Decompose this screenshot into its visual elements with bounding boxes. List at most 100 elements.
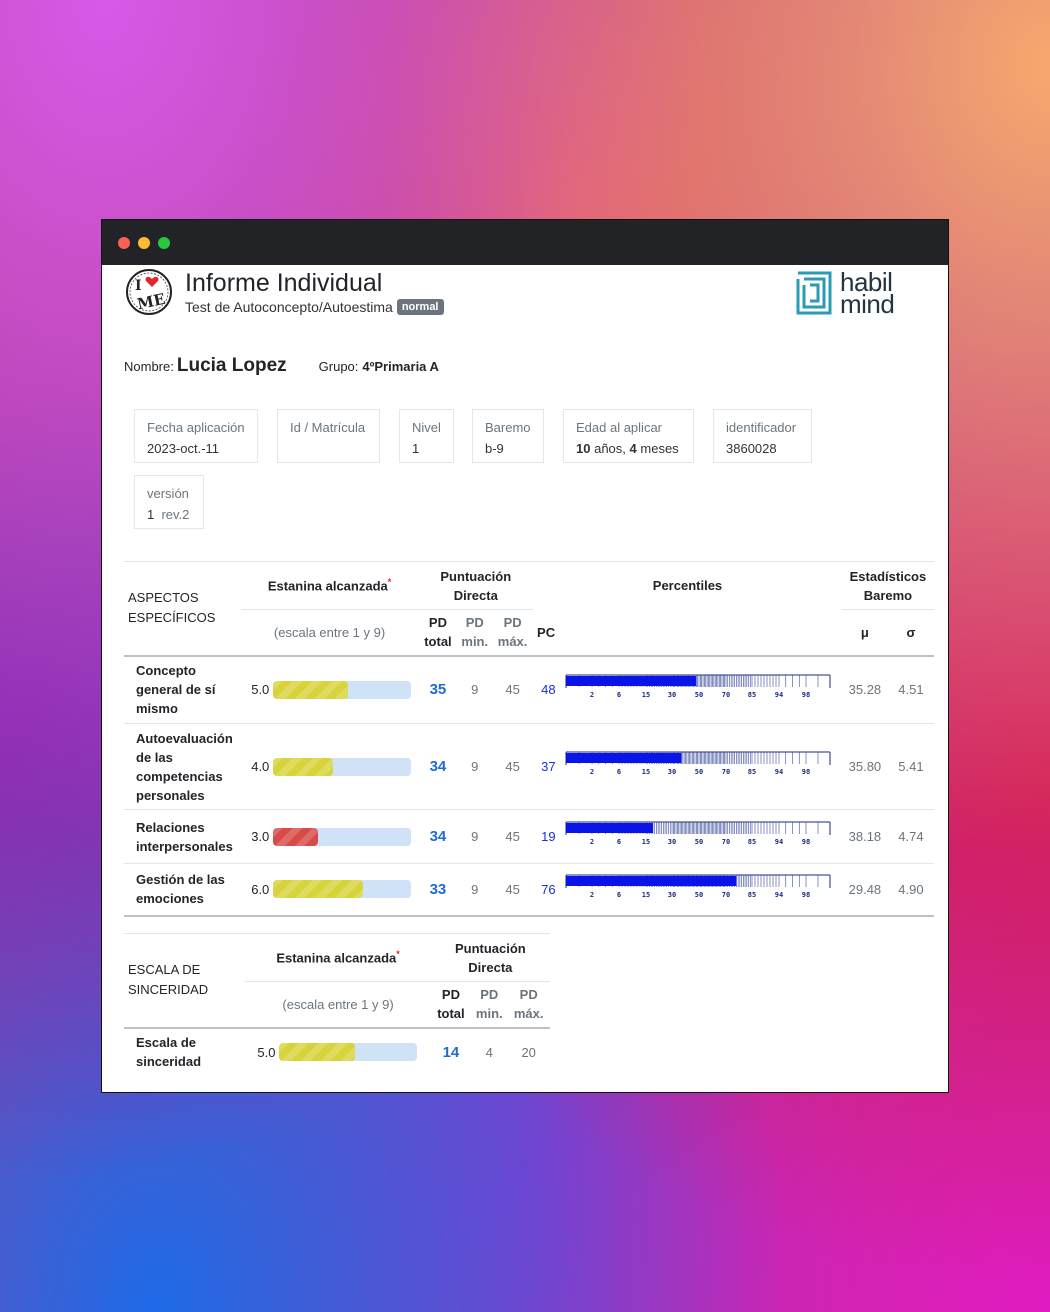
col-pd-min: PD min.	[475, 987, 503, 1022]
maximize-window-button[interactable]	[158, 236, 170, 249]
pd-total-value: 35	[418, 654, 458, 724]
col-stats-header: Estadísticos Baremo	[841, 561, 934, 610]
estanina-bar-fill	[279, 1043, 355, 1061]
close-window-button[interactable]	[118, 236, 130, 249]
page-title: Informe Individual	[185, 269, 383, 297]
estanina-bar	[273, 827, 412, 846]
col-estanina-sub: (escala entre 1 y 9)	[282, 996, 394, 1012]
habilmind-logo: habil mind	[796, 269, 895, 319]
col-estanina-header: Estanina alcanzada*	[240, 561, 419, 610]
card-nivel: Nivel 1	[399, 409, 454, 463]
col-estanina-sub: (escala entre 1 y 9)	[273, 624, 386, 640]
percentile-tick-label: 2	[590, 691, 594, 699]
estanina-bar-cell	[273, 654, 419, 724]
estanina-bar-cell	[273, 809, 419, 864]
estanina-bar-fill	[273, 680, 349, 699]
pd-max-value: 45	[492, 863, 534, 917]
age-months-unit: meses	[640, 441, 679, 456]
col-pd-total: PD total	[437, 987, 465, 1022]
title-bar	[102, 220, 948, 265]
col-pc: PC	[537, 624, 556, 640]
estanina-bar-fill	[273, 757, 334, 776]
asterisk-note: *	[387, 577, 392, 588]
estanina-bar	[273, 757, 412, 776]
pd-total-value: 34	[418, 723, 458, 810]
percentile-tick-label: 15	[642, 891, 650, 899]
percentile-tick-label: 15	[642, 691, 650, 699]
card-value: 1	[412, 441, 420, 456]
estanina-bar-cell	[273, 723, 419, 810]
pd-max-value: 45	[492, 809, 534, 864]
percentile-tick-label: 70	[722, 768, 730, 776]
col-pd-header: Puntuación Directa	[430, 933, 550, 982]
name-label: Nombre:	[124, 359, 174, 374]
row-category: Autoevaluación de las competencias perso…	[124, 723, 241, 810]
test-name: Test de Autoconcepto/Autoestima	[185, 299, 393, 315]
card-label: Baremo	[485, 420, 531, 435]
pd-min-value: 9	[457, 654, 493, 724]
pd-min-value: 9	[457, 863, 493, 917]
col-pd-min: PD min.	[461, 615, 489, 650]
percentile-scale: 2 6 15 30 50 70 85 94 98	[565, 751, 831, 776]
age-years-unit: años,	[594, 441, 626, 456]
estanina-bar	[273, 680, 412, 699]
estanina-bar-cell	[273, 863, 419, 917]
pd-max-value: 45	[492, 723, 534, 810]
percentile-tick-label: 15	[642, 768, 650, 776]
percentile-cell: 2 6 15 30 50 70 85 94 98	[563, 809, 842, 864]
card-label: Id / Matrícula	[290, 420, 366, 435]
estanina-value: 3.0	[240, 809, 274, 864]
percentile-tick-label: 85	[748, 838, 756, 846]
percentile-tick-label: 94	[775, 768, 783, 776]
col-pd-total: PD total	[424, 615, 452, 650]
percentile-tick-label: 2	[590, 768, 594, 776]
student-name: Lucia Lopez	[176, 355, 287, 376]
estanina-value: 5.0	[240, 654, 274, 724]
percentile-cell: 2 6 15 30 50 70 85 94 98	[563, 654, 842, 724]
percentile-bar	[565, 823, 653, 833]
sigma-value: 4.90	[887, 863, 934, 917]
brand-line-2: mind	[840, 289, 895, 319]
card-label: Nivel	[412, 420, 441, 435]
minimize-window-button[interactable]	[138, 236, 150, 249]
svg-text:I: I	[135, 278, 142, 294]
mu-value: 38.18	[841, 809, 888, 864]
sigma-value: 5.41	[887, 723, 934, 810]
mu-value: 35.80	[841, 723, 888, 810]
table-row: Autoevaluación de las competencias perso…	[124, 723, 934, 810]
sincerity-table: ESCALA DE SINCERIDAD Estanina alcanzada*…	[124, 933, 550, 1076]
col-sigma: σ	[906, 624, 916, 640]
pd-max-value: 45	[492, 654, 534, 724]
card-id-matricula: Id / Matrícula	[277, 409, 380, 463]
pd-total-value: 14	[430, 1026, 472, 1076]
card-label: versión	[147, 486, 189, 501]
card-value: 2023-oct.-11	[147, 441, 220, 456]
table-row: Escala de sinceridad 5.0 14 4 20	[124, 1026, 550, 1076]
svg-text:ME: ME	[136, 290, 167, 313]
student-group: 4ºPrimaria A	[362, 359, 439, 374]
page-subtitle: Test de Autoconcepto/Autoestima normal	[185, 299, 444, 315]
estanina-bar	[273, 880, 412, 899]
percentile-tick-label: 15	[642, 838, 650, 846]
percentile-cell: 2 6 15 30 50 70 85 94 98	[563, 863, 842, 917]
estanina-bar-cell	[279, 1026, 431, 1076]
pd-total-value: 34	[418, 809, 458, 864]
sincerity-rows: Escala de sinceridad 5.0 14 4 20	[124, 1026, 550, 1076]
estanina-bar-fill	[273, 880, 364, 899]
percentile-tick-label: 94	[775, 891, 783, 899]
card-label: identificador	[726, 420, 797, 435]
row-category: Gestión de las emociones	[124, 863, 241, 917]
percentile-tick-label: 98	[802, 891, 810, 899]
percentile-tick-label: 6	[617, 768, 621, 776]
percentile-bar	[565, 875, 737, 886]
section-label: ASPECTOS ESPECÍFICOS	[124, 561, 241, 656]
brand-name: habil mind	[840, 269, 895, 319]
percentile-tick-label: 98	[802, 691, 810, 699]
pd-min-value: 9	[457, 723, 493, 810]
row-category: Escala de sinceridad	[124, 1026, 246, 1076]
estanina-value: 4.0	[240, 723, 274, 810]
percentile-tick-label: 30	[668, 838, 676, 846]
row-category: Relaciones interpersonales	[124, 809, 241, 864]
pc-value: 76	[533, 863, 564, 917]
col-percentiles-empty	[564, 610, 842, 656]
